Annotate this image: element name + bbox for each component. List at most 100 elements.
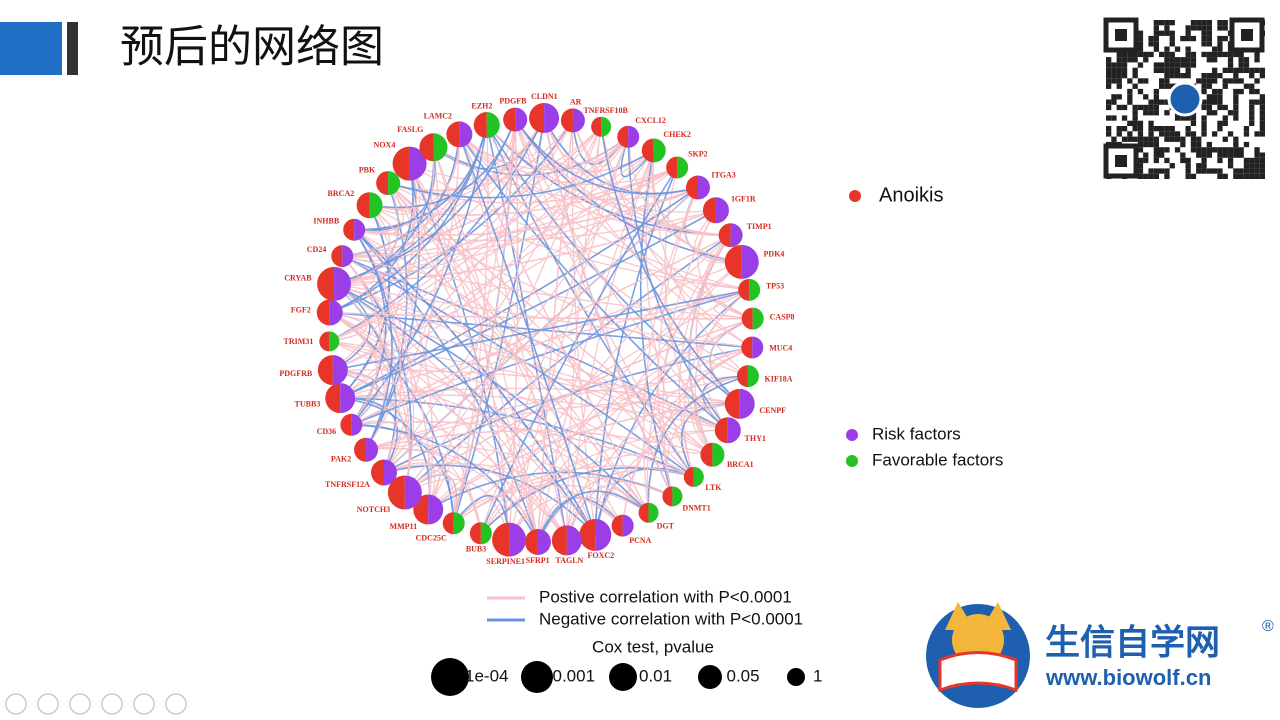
- qr-cell: [1137, 88, 1144, 95]
- positive-edge: [566, 481, 673, 541]
- qr-cell: [1206, 51, 1212, 58]
- title-bar: [67, 22, 78, 75]
- toolbar-button[interactable]: [37, 693, 59, 715]
- qr-cell: [1222, 67, 1228, 73]
- qr-cell: [1259, 157, 1265, 164]
- qr-cell: [1164, 57, 1170, 63]
- qr-cell: [1254, 147, 1260, 153]
- qr-cell: [1227, 51, 1234, 58]
- qr-cell: [1164, 173, 1170, 179]
- node-right: [537, 528, 551, 555]
- qr-cell: [1222, 136, 1228, 142]
- node: NOX4: [374, 140, 427, 181]
- node-label: PDK4: [764, 249, 785, 258]
- node-label: TAGLN: [555, 556, 583, 565]
- qr-cell: [1174, 147, 1181, 153]
- positive-edge: [369, 204, 650, 514]
- qr-cell: [1238, 67, 1244, 73]
- qr-cell: [1148, 173, 1154, 179]
- positive-edge: [353, 229, 713, 456]
- positive-edge: [342, 204, 391, 258]
- qr-cell: [1259, 126, 1265, 132]
- positive-edge: [458, 134, 568, 541]
- positive-edge: [351, 420, 401, 473]
- qr-cell: [1174, 57, 1181, 63]
- qr-cell: [1132, 126, 1138, 132]
- qr-cell: [1127, 51, 1133, 58]
- qr-logo: [1167, 81, 1203, 117]
- toolbar-button[interactable]: [133, 693, 155, 715]
- size-dot: [521, 661, 553, 693]
- qr-cell: [1164, 46, 1170, 52]
- node: SKP2: [666, 149, 708, 179]
- qr-cell: [1217, 46, 1223, 52]
- toolbar-button[interactable]: [69, 693, 91, 715]
- qr-cell: [1121, 62, 1128, 68]
- qr-cell: [1196, 168, 1202, 174]
- qr-cell: [1111, 99, 1117, 105]
- qr-cell: [1185, 73, 1191, 79]
- qr-cell: [1201, 83, 1207, 89]
- qr-cell: [1111, 115, 1117, 121]
- positive-edge: [480, 136, 629, 534]
- node: PBK: [359, 165, 401, 196]
- qr-cell: [1233, 104, 1239, 111]
- qr-cell: [1143, 94, 1149, 100]
- qr-cell: [1227, 78, 1234, 84]
- positive-edge: [329, 136, 629, 343]
- positive-edge: [409, 163, 539, 543]
- edges: [328, 117, 753, 543]
- qr-cell: [1227, 62, 1234, 68]
- qr-cell: [1137, 35, 1144, 42]
- qr-cell: [1206, 83, 1212, 89]
- qr-cell: [1190, 173, 1197, 179]
- logo-name: 生信自学网: [1045, 622, 1220, 662]
- toolbar: [5, 693, 187, 715]
- qr-cell: [1116, 126, 1122, 132]
- qr-cell: [1190, 136, 1197, 142]
- negative-edge: [333, 119, 516, 285]
- qr-cell: [1217, 35, 1223, 42]
- qr-finder: [1115, 155, 1127, 167]
- node-label: TNFRSF12A: [325, 480, 370, 489]
- qr-cell: [1185, 163, 1191, 169]
- positive-edge: [329, 126, 602, 343]
- node-left: [724, 388, 740, 419]
- qr-cell: [1132, 104, 1138, 111]
- qr-cell: [1196, 25, 1202, 31]
- qr-cell: [1222, 173, 1228, 179]
- toolbar-button[interactable]: [165, 693, 187, 715]
- qr-cell: [1137, 104, 1144, 111]
- qr-cell: [1153, 35, 1159, 42]
- qr-cell: [1169, 35, 1175, 42]
- qr-cell: [1243, 131, 1250, 137]
- qr-cell: [1227, 152, 1234, 158]
- positive-edge: [427, 375, 749, 511]
- node-right: [383, 459, 397, 486]
- node: TIMP1: [718, 222, 772, 248]
- toolbar-button[interactable]: [5, 693, 27, 715]
- node-label: CHEK2: [663, 130, 691, 139]
- node: AR: [560, 97, 585, 133]
- qr-cell: [1212, 131, 1218, 137]
- node: KIF18A: [736, 365, 793, 388]
- node-right: [332, 355, 348, 386]
- qr-cell: [1137, 41, 1144, 47]
- qr-cell: [1164, 99, 1170, 105]
- qr-cell: [1201, 104, 1207, 111]
- qr-cell: [1169, 131, 1175, 137]
- qr-code: [1103, 17, 1265, 179]
- toolbar-button[interactable]: [101, 693, 123, 715]
- node: CDC25C: [416, 512, 465, 543]
- qr-cell: [1243, 62, 1250, 68]
- qr-cell: [1174, 136, 1181, 142]
- qr-cell: [1217, 99, 1223, 105]
- qr-cell: [1233, 73, 1239, 79]
- qr-cell: [1201, 152, 1207, 158]
- node-left: [331, 245, 343, 268]
- qr-cell: [1164, 20, 1170, 26]
- qr-cell: [1222, 120, 1228, 126]
- qr-cell: [1206, 57, 1212, 63]
- node-label: PBK: [359, 165, 376, 174]
- qr-cell: [1249, 157, 1255, 164]
